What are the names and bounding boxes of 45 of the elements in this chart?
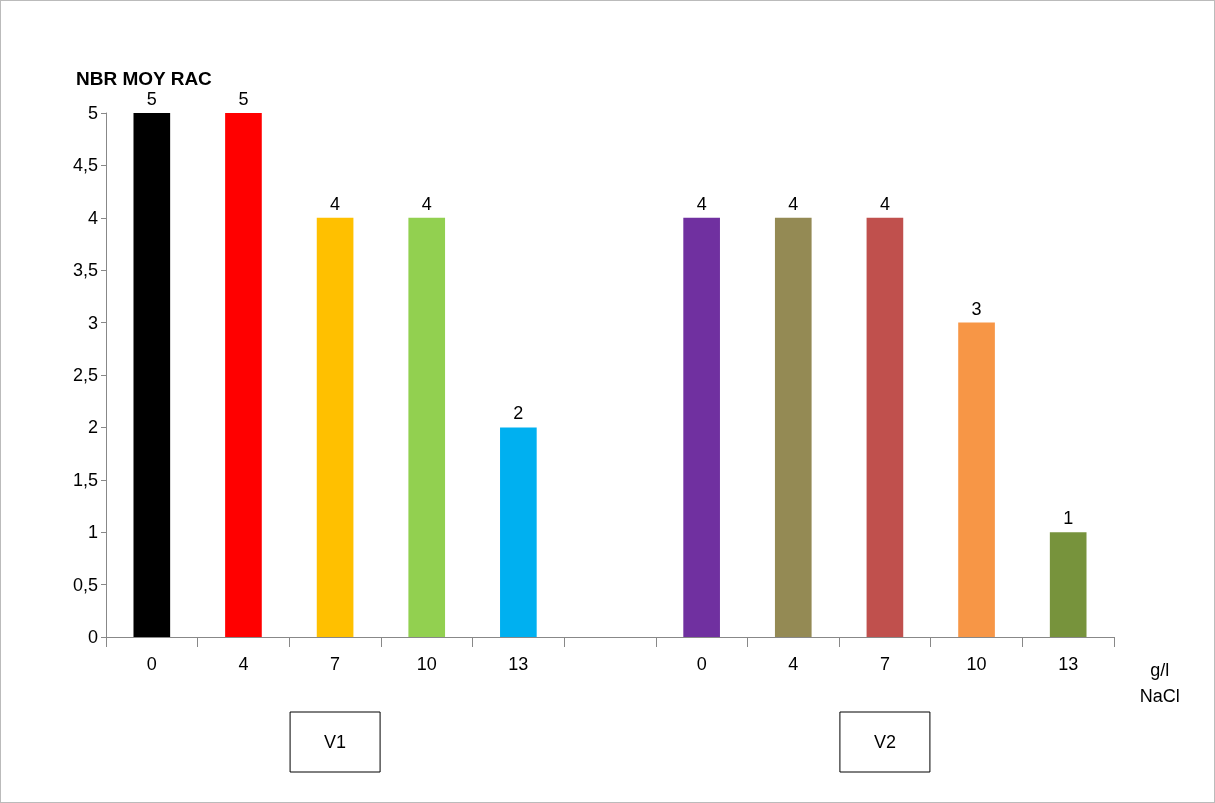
y-tick-label: 2 [87, 417, 98, 438]
y-tick-label: 1,5 [72, 469, 98, 490]
x-tick-label: 4 [238, 654, 249, 674]
x-tick-label: 10 [966, 654, 987, 674]
y-tick-label: 4,5 [72, 155, 98, 176]
bar [958, 322, 995, 637]
bar [683, 217, 720, 637]
text: V1 [324, 732, 347, 752]
bar [408, 217, 446, 637]
y-tick-label: 4 [87, 207, 98, 228]
y-tick-label: 0,5 [72, 574, 98, 595]
data-label: 4 [421, 193, 432, 214]
bar [1049, 532, 1087, 637]
data-label: 4 [330, 193, 341, 214]
data-label: 1 [1063, 508, 1074, 529]
y-axis-title: NBR MOY RAC [76, 68, 213, 89]
bar [500, 427, 537, 637]
data-label: 5 [146, 89, 157, 109]
y-tick-label: 3,5 [72, 260, 98, 281]
x-tick-label: 7 [879, 654, 890, 674]
x-tick-label: 0 [146, 654, 157, 674]
data-label: 4 [696, 193, 707, 214]
y-tick-label: 1 [87, 522, 98, 543]
bar [774, 217, 812, 637]
y-tick-label: 2,5 [72, 365, 98, 385]
y-tick-label: 0 [87, 627, 98, 647]
data-label: 3 [971, 298, 982, 319]
x-tick-label: 13 [508, 654, 529, 674]
bar [133, 113, 171, 637]
text: V2 [873, 732, 896, 752]
bar [225, 113, 262, 637]
x-tick-label: 0 [696, 654, 707, 674]
data-label: 5 [238, 89, 249, 109]
x-tick-label: 7 [330, 654, 341, 674]
y-tick-label: 5 [87, 103, 98, 123]
x-tick-label: 13 [1058, 654, 1079, 674]
data-label: 4 [788, 193, 799, 214]
x-axis-title: g/l NaCl [1139, 660, 1180, 706]
x-tick-label: 4 [788, 654, 799, 674]
data-label: 2 [513, 403, 524, 424]
data-label: 4 [879, 193, 890, 214]
bar [866, 217, 904, 637]
y-tick-label: 3 [87, 312, 98, 333]
x-tick-label: 10 [416, 654, 437, 674]
bar [316, 217, 354, 637]
